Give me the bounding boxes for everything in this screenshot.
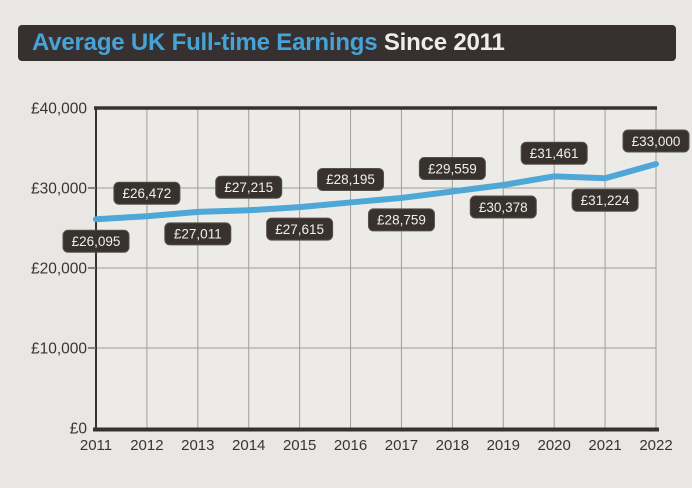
data-label-text: £28,195: [326, 172, 375, 187]
data-label-text: £31,461: [530, 146, 579, 161]
earnings-line-series: [93, 161, 659, 223]
x-axis-label: 2011: [80, 437, 112, 454]
chart-title-bar: Average UK Full-time Earnings Since 2011: [18, 25, 676, 61]
data-label-box: [520, 141, 588, 165]
data-label-text: £27,615: [275, 222, 324, 237]
chart-title-highlight: Average UK Full-time Earnings: [32, 29, 378, 56]
data-label-text: £27,011: [174, 227, 222, 242]
x-axis-label: 2016: [334, 437, 367, 454]
x-axis-label: 2018: [436, 437, 469, 454]
x-axis-label: 2021: [588, 437, 621, 454]
data-label-text: £26,095: [72, 234, 121, 249]
data-label-box: [62, 229, 130, 253]
data-label-box: [622, 129, 690, 153]
data-label-text: £31,224: [581, 193, 630, 208]
data-label-text: £29,559: [428, 161, 477, 176]
data-label-box: [469, 195, 537, 219]
data-label-box: [113, 181, 181, 205]
chart-title-rest: Since 2011: [377, 29, 505, 56]
data-label-box: [317, 167, 385, 191]
data-label-box: [367, 208, 435, 232]
data-label-text: £26,472: [123, 186, 172, 201]
x-axis-label: 2013: [181, 437, 214, 454]
x-axis-label: 2020: [537, 437, 570, 454]
x-axis-label: 2022: [639, 437, 672, 454]
x-axis-label: 2012: [130, 437, 163, 454]
data-label-box: [571, 188, 639, 212]
y-axis-label: £10,000: [31, 341, 87, 358]
data-label-text: £28,759: [377, 213, 426, 228]
x-axis-label: 2019: [487, 437, 520, 454]
y-axis-label: £0: [70, 421, 88, 438]
data-label-text: £27,215: [224, 180, 273, 195]
data-label-box: [164, 222, 232, 246]
data-label-box: [215, 175, 283, 199]
data-label-box: [418, 157, 486, 181]
y-axis-label: £40,000: [31, 101, 87, 118]
y-axis-label: £20,000: [31, 261, 87, 278]
x-axis-label: 2014: [232, 437, 265, 454]
x-axis-label: 2017: [385, 437, 418, 454]
data-label-text: £33,000: [632, 134, 681, 149]
data-label-box: [266, 217, 334, 241]
y-axis-label: £30,000: [31, 181, 87, 198]
x-axis-label: 2015: [283, 437, 316, 454]
data-label-text: £30,378: [479, 200, 528, 215]
